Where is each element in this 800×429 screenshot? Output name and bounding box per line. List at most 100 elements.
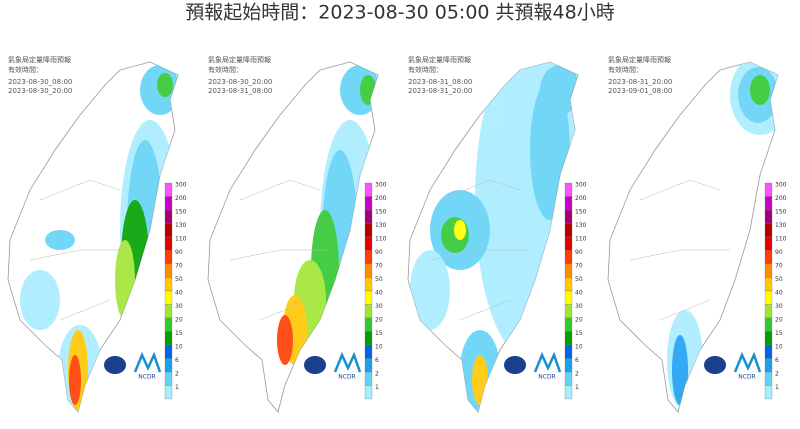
legend-swatch	[164, 317, 173, 332]
legend-swatch	[364, 304, 373, 319]
legend-label: 70	[575, 263, 583, 270]
legend-label: 1	[375, 384, 379, 391]
rain-blob	[277, 315, 293, 365]
legend-label: 2	[375, 371, 379, 378]
legend-swatch	[164, 209, 173, 224]
legend-swatch	[564, 223, 573, 238]
legend-swatch	[564, 182, 573, 197]
legend-label: 20	[575, 317, 583, 324]
panel-label: 氣象局定量降雨預報	[208, 55, 271, 64]
legend-label: 200	[375, 195, 387, 202]
panel-label: 2023-09-01_08:00	[608, 87, 672, 95]
legend-swatch	[164, 290, 173, 305]
legend-label: 50	[775, 276, 783, 283]
legend-swatch	[364, 196, 373, 211]
legend-label: 200	[775, 195, 787, 202]
legend-label: 20	[775, 317, 783, 324]
panel-label: 2023-08-31_08:00	[408, 78, 472, 86]
legend-label: 30	[175, 303, 183, 310]
legend-label: 130	[775, 222, 787, 229]
logo-ncdr-mark	[733, 351, 762, 373]
rain-blob	[20, 270, 60, 330]
legend-swatch	[764, 317, 773, 332]
logo-cwb	[504, 356, 526, 374]
legend-label: 30	[575, 303, 583, 310]
legend-label: 110	[575, 236, 587, 243]
legend-label: 15	[375, 330, 383, 337]
legend-label: 150	[175, 209, 187, 216]
legend-label: 30	[375, 303, 383, 310]
rain-area	[410, 62, 578, 410]
legend-swatch	[364, 182, 373, 197]
legend-swatch	[764, 331, 773, 346]
legend-swatch	[164, 250, 173, 265]
legend-swatch	[164, 371, 173, 386]
panel-label: 2023-08-31_08:00	[208, 87, 272, 95]
legend-label: 40	[175, 290, 183, 297]
legend-label: 6	[375, 357, 379, 364]
legend-swatch	[164, 358, 173, 373]
legend-swatch	[164, 236, 173, 251]
rain-blob	[472, 355, 488, 405]
legend-label: 150	[575, 209, 587, 216]
legend-swatch	[164, 263, 173, 278]
legend-label: 50	[375, 276, 383, 283]
legend-swatch	[564, 304, 573, 319]
legend-swatch	[364, 344, 373, 359]
panel-label: 氣象局定量降雨預報	[408, 55, 471, 64]
panel-label: 氣象局定量降雨預報	[8, 55, 71, 64]
legend-label: 130	[175, 222, 187, 229]
legend-label: 300	[175, 182, 187, 189]
panel-label: 2023-08-30_20:00	[8, 87, 72, 95]
county-lines	[29, 179, 130, 321]
legend-swatch	[764, 290, 773, 305]
legend-swatch	[364, 236, 373, 251]
legend-swatch	[364, 290, 373, 305]
county-lines	[629, 179, 730, 321]
panel-label: 2023-08-30_08:00	[8, 78, 72, 86]
legend-label: 90	[575, 249, 583, 256]
legend-label: 20	[375, 317, 383, 324]
logo-ncdr: NCDR	[338, 374, 355, 381]
legend-label: 15	[775, 330, 783, 337]
legend-label: 70	[175, 263, 183, 270]
legend-swatch	[764, 263, 773, 278]
legend-label: 40	[375, 290, 383, 297]
legend-label: 110	[175, 236, 187, 243]
rain-blob	[454, 220, 466, 240]
legend-label: 40	[575, 290, 583, 297]
legend-swatch	[164, 277, 173, 292]
legend-label: 6	[575, 357, 579, 364]
legend-swatch	[564, 344, 573, 359]
legend-swatch	[364, 358, 373, 373]
legend-label: 200	[575, 195, 587, 202]
legend-swatch	[764, 371, 773, 386]
legend-label: 10	[775, 344, 783, 351]
rain-blob	[69, 355, 81, 405]
legend-swatch	[564, 250, 573, 265]
legend-swatch	[364, 331, 373, 346]
legend-label: 1	[575, 384, 579, 391]
panel-label: 有效時間：	[408, 65, 443, 74]
legend-swatch	[564, 331, 573, 346]
legend-swatch	[564, 290, 573, 305]
logo-ncdr-mark	[533, 351, 562, 373]
legend-swatch	[364, 317, 373, 332]
panel-label: 2023-08-30_20:00	[208, 78, 272, 86]
legend-swatch	[764, 344, 773, 359]
legend-swatch	[364, 277, 373, 292]
legend-label: 150	[775, 209, 787, 216]
legend-label: 15	[175, 330, 183, 337]
legend-swatch	[764, 196, 773, 211]
legend-swatch	[764, 277, 773, 292]
legend-label: 2	[775, 371, 779, 378]
legend-label: 1	[775, 384, 779, 391]
logo-ncdr: NCDR	[738, 374, 755, 381]
rain-blob	[672, 335, 688, 405]
legend-swatch	[764, 182, 773, 197]
legend-swatch	[764, 236, 773, 251]
legend-swatch	[164, 182, 173, 197]
